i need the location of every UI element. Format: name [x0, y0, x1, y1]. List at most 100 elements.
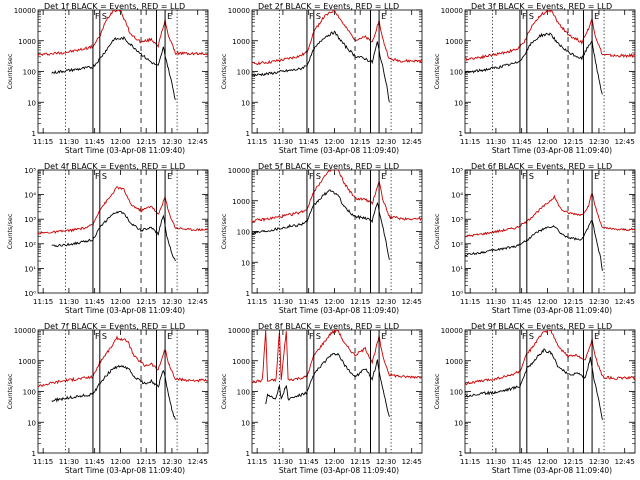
- chart-panel-3: Det 3f BLACK = Events, RED = LLD 1 10 100 10…: [433, 2, 636, 155]
- chart-panel-5: Det 5f BLACK = Events, RED = LLD 1 10 100 10…: [220, 162, 423, 315]
- y-tick-label: 1000: [18, 38, 36, 46]
- marker-letter: S: [102, 172, 107, 181]
- y-tick-label: 1000: [232, 38, 250, 46]
- marker-letter: S: [316, 332, 321, 341]
- chart-panel-6: Det 6f BLACK = Events, RED = LLD 10⁰ 10¹ 10…: [433, 162, 636, 315]
- y-tick-label: 10⁰: [24, 290, 36, 298]
- marker-letter: F: [95, 172, 100, 181]
- x-tick-label: 11:45: [85, 458, 105, 466]
- x-tick-label: 12:15: [563, 138, 583, 146]
- x-tick-label: 12:00: [324, 138, 344, 146]
- x-tick-label: 11:30: [486, 298, 506, 306]
- events-series-line: [265, 352, 390, 417]
- chart-title: Det 4f BLACK = Events, RED = LLD: [44, 162, 185, 171]
- y-tick-label: 1: [246, 290, 250, 298]
- lld-series-line: [252, 170, 422, 223]
- chart-title: Det 3f BLACK = Events, RED = LLD: [471, 2, 612, 11]
- x-axis-label: Start Time (03-Apr-08 11:09:40): [65, 146, 185, 155]
- marker-letter: S: [102, 12, 107, 21]
- y-tick-label: 10⁵: [24, 167, 36, 175]
- y-tick-label: 10¹: [24, 265, 36, 273]
- y-tick-label: 1000: [445, 358, 463, 366]
- x-tick-label: 12:30: [589, 458, 609, 466]
- y-axis-label: Counts/sec: [220, 53, 228, 89]
- marker-letter: E: [594, 12, 599, 21]
- marker-letter: F: [95, 332, 100, 341]
- plot-frame: [37, 169, 209, 294]
- x-tick-label: 12:45: [402, 458, 422, 466]
- events-series-line: [465, 348, 603, 420]
- series-group: [252, 10, 422, 103]
- series-group: [465, 10, 635, 95]
- y-tick-label: 10000: [441, 7, 463, 15]
- y-axis-label: Counts/sec: [433, 213, 441, 249]
- x-tick-label: 12:30: [589, 298, 609, 306]
- y-tick-label: 10¹: [451, 265, 463, 273]
- y-axis-label: Counts/sec: [6, 213, 14, 249]
- x-tick-label: 12:45: [188, 298, 208, 306]
- x-tick-label: 11:45: [299, 298, 319, 306]
- x-tick-label: 11:30: [486, 138, 506, 146]
- x-tick-label: 12:15: [136, 458, 156, 466]
- plot-frame: [464, 9, 636, 134]
- y-axis-label: Counts/sec: [220, 373, 228, 409]
- x-tick-label: 12:30: [162, 298, 182, 306]
- chart-title: Det 8f BLACK = Events, RED = LLD: [258, 322, 399, 331]
- marker-letter: E: [594, 332, 599, 341]
- x-tick-label: 12:15: [563, 458, 583, 466]
- x-tick-label: 11:45: [299, 458, 319, 466]
- y-tick-label: 1000: [18, 358, 36, 366]
- x-tick-label: 12:45: [615, 458, 635, 466]
- x-tick-label: 11:15: [33, 138, 53, 146]
- y-tick-label: 10: [241, 259, 250, 267]
- series-group: [465, 330, 635, 420]
- x-axis-label: Start Time (03-Apr-08 11:09:40): [65, 306, 185, 315]
- lld-series-line: [252, 10, 422, 66]
- x-tick-label: 12:15: [563, 298, 583, 306]
- events-series-line: [465, 219, 603, 271]
- y-tick-label: 10: [454, 419, 463, 427]
- x-tick-label: 12:15: [136, 138, 156, 146]
- x-tick-label: 12:15: [350, 298, 370, 306]
- x-tick-label: 12:45: [615, 138, 635, 146]
- marker-letter: E: [381, 332, 386, 341]
- chart-title: Det 5f BLACK = Events, RED = LLD: [258, 162, 399, 171]
- y-axis-label: Counts/sec: [6, 373, 14, 409]
- x-tick-label: 12:00: [110, 298, 130, 306]
- lld-series-line: [465, 192, 635, 238]
- x-tick-label: 12:15: [350, 138, 370, 146]
- x-tick-label: 11:45: [85, 138, 105, 146]
- x-tick-label: 12:45: [402, 138, 422, 146]
- lld-series-line: [465, 330, 635, 386]
- y-tick-label: 100: [237, 69, 250, 77]
- x-tick-label: 11:15: [460, 138, 480, 146]
- y-axis-label: Counts/sec: [6, 53, 14, 89]
- y-axis-label: Counts/sec: [433, 53, 441, 89]
- x-tick-label: 11:30: [273, 138, 293, 146]
- x-tick-label: 12:15: [350, 458, 370, 466]
- x-tick-label: 11:45: [85, 298, 105, 306]
- x-tick-label: 11:30: [486, 458, 506, 466]
- marker-letter: E: [167, 172, 172, 181]
- marker-letter: S: [102, 332, 107, 341]
- marker-letter: S: [316, 12, 321, 21]
- lld-series-line: [252, 330, 422, 384]
- y-axis-label: Counts/sec: [220, 213, 228, 249]
- lld-series-line: [38, 10, 208, 57]
- chart-panel-4: Det 4f BLACK = Events, RED = LLD 10⁰ 10¹ 10…: [6, 162, 209, 315]
- x-tick-label: 11:30: [273, 298, 293, 306]
- x-tick-label: 12:00: [110, 138, 130, 146]
- lld-series-line: [38, 185, 208, 235]
- x-tick-label: 12:00: [537, 298, 557, 306]
- marker-letter: S: [529, 12, 534, 21]
- events-series-line: [51, 36, 176, 100]
- marker-letter: F: [309, 12, 314, 21]
- marker-letter: E: [594, 172, 599, 181]
- x-tick-label: 12:00: [110, 458, 130, 466]
- y-tick-label: 10²: [451, 241, 463, 249]
- series-group: [252, 170, 422, 260]
- y-tick-label: 100: [450, 69, 463, 77]
- x-axis-label: Start Time (03-Apr-08 11:09:40): [279, 306, 399, 315]
- series-group: [38, 185, 208, 262]
- x-tick-label: 11:30: [273, 458, 293, 466]
